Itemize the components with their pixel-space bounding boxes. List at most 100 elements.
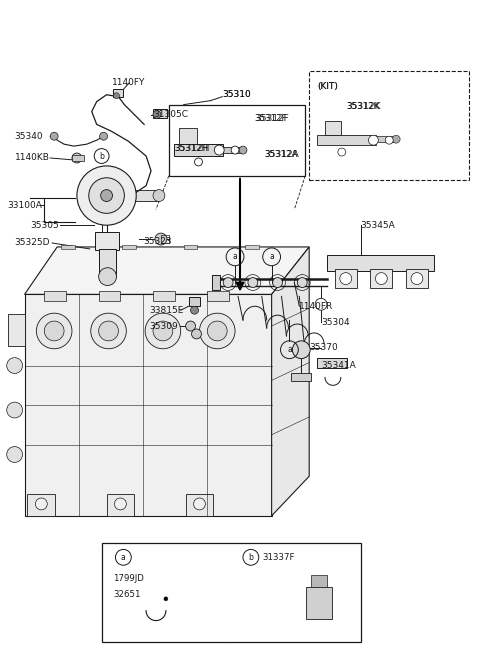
Text: 35310: 35310 (222, 91, 251, 99)
Circle shape (164, 597, 168, 601)
Bar (61, 245, 75, 249)
Text: 35340: 35340 (14, 132, 43, 141)
Circle shape (411, 273, 423, 285)
Bar (8, 314, 24, 346)
Text: 35309: 35309 (149, 321, 178, 331)
Bar (207, 291, 229, 301)
Bar (153, 291, 175, 301)
Circle shape (340, 273, 352, 285)
Circle shape (99, 321, 119, 341)
Circle shape (231, 146, 239, 154)
Bar (245, 245, 259, 249)
Text: 1140FY: 1140FY (111, 78, 145, 87)
Bar (27, 494, 55, 516)
Circle shape (91, 313, 126, 349)
Circle shape (99, 268, 117, 285)
Text: (KIT): (KIT) (317, 82, 338, 91)
Text: 1140FR: 1140FR (300, 302, 334, 311)
Bar (174, 144, 223, 156)
Bar (317, 135, 376, 145)
Circle shape (72, 153, 82, 163)
Circle shape (36, 313, 72, 349)
Bar (179, 129, 196, 144)
Bar (72, 155, 84, 161)
Bar (44, 291, 66, 301)
Text: 35310: 35310 (222, 91, 251, 99)
Bar (186, 494, 213, 516)
Circle shape (248, 277, 258, 287)
Circle shape (239, 146, 247, 154)
Text: 35312H: 35312H (175, 144, 210, 153)
Polygon shape (24, 247, 309, 295)
Text: 35370: 35370 (309, 343, 338, 352)
Polygon shape (272, 247, 309, 516)
Text: 35341A: 35341A (321, 361, 356, 370)
Circle shape (7, 402, 23, 418)
Circle shape (7, 447, 23, 462)
Circle shape (7, 358, 23, 373)
Bar (325, 121, 341, 135)
Text: 33815E: 33815E (149, 306, 183, 315)
Text: 35312A: 35312A (264, 150, 298, 159)
Text: 35312A: 35312A (264, 150, 300, 159)
Circle shape (194, 158, 203, 166)
Bar (107, 494, 134, 516)
Text: 35305: 35305 (30, 220, 59, 230)
Bar (184, 245, 197, 249)
Circle shape (375, 273, 387, 285)
Text: 1799JD: 1799JD (113, 573, 144, 583)
Bar (134, 190, 159, 201)
Bar (327, 255, 434, 271)
Text: a: a (287, 345, 292, 354)
Bar (102, 543, 360, 642)
Text: 35312K: 35312K (347, 102, 381, 111)
Text: 35312F: 35312F (255, 114, 288, 123)
Circle shape (385, 136, 393, 144)
Circle shape (338, 148, 346, 156)
Bar (153, 109, 167, 119)
Bar (291, 373, 311, 381)
Circle shape (153, 190, 165, 201)
Bar (95, 232, 120, 250)
Circle shape (273, 277, 283, 287)
Bar (376, 136, 396, 142)
Circle shape (153, 321, 173, 341)
Circle shape (36, 498, 47, 510)
Circle shape (200, 313, 235, 349)
Circle shape (50, 133, 58, 140)
Circle shape (223, 277, 233, 287)
Circle shape (315, 298, 327, 310)
Bar (311, 575, 327, 587)
Bar (306, 587, 332, 619)
Text: 31305C: 31305C (153, 110, 188, 119)
Text: 35323: 35323 (143, 237, 172, 245)
Text: 31337F: 31337F (263, 553, 295, 562)
Circle shape (44, 321, 64, 341)
Circle shape (155, 233, 167, 245)
Circle shape (191, 306, 199, 314)
Bar (99, 249, 117, 277)
Text: 35304: 35304 (321, 318, 349, 327)
Bar (122, 245, 136, 249)
Text: 33100A: 33100A (8, 201, 43, 210)
Bar (223, 147, 243, 153)
Circle shape (392, 135, 400, 143)
Circle shape (114, 498, 126, 510)
Bar (189, 297, 201, 306)
Circle shape (193, 498, 205, 510)
Bar (406, 269, 428, 289)
Bar (99, 291, 120, 301)
Circle shape (207, 321, 227, 341)
Text: a: a (269, 253, 274, 261)
Circle shape (214, 145, 224, 155)
Circle shape (145, 313, 180, 349)
Circle shape (192, 329, 202, 339)
Text: a: a (233, 253, 238, 261)
Text: 1140KB: 1140KB (14, 154, 49, 163)
Bar (169, 104, 305, 176)
Text: b: b (249, 553, 253, 562)
Text: 35312F: 35312F (255, 114, 288, 123)
Text: a: a (121, 553, 126, 562)
Bar (335, 269, 357, 289)
Bar (371, 269, 392, 289)
